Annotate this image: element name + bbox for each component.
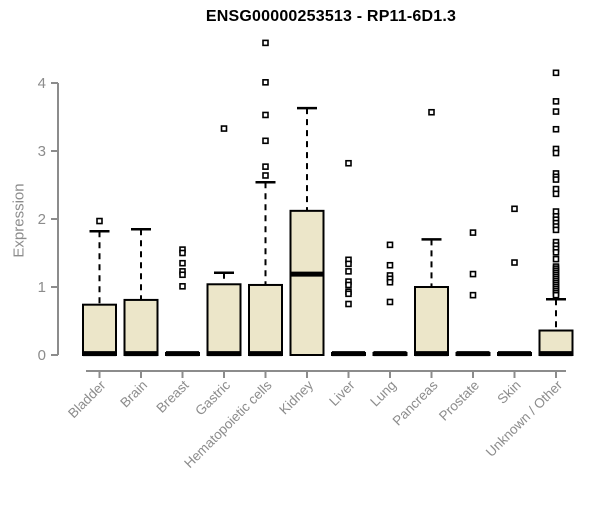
y-tick-label: 2 [38,211,46,228]
outlier-point [345,290,352,298]
outlier-point [179,283,186,290]
box-hematopoietic-cells [248,283,283,356]
outlier-point [511,205,518,213]
y-tick-label: 1 [38,279,46,296]
box-brain [123,298,159,357]
outlier-point [262,172,269,179]
x-category-label: Kidney [276,377,316,417]
outlier-point [220,125,228,132]
outlier-point [469,291,477,299]
outlier-point [386,278,394,286]
outlier-point [262,163,269,170]
outlier-point [552,291,560,299]
box-gastric [206,283,242,356]
outlier-point [552,226,560,234]
outlier-point [428,108,435,116]
outlier-point [179,249,186,257]
outlier-point [511,259,518,266]
outlier-point [345,260,352,268]
outlier-point [96,217,103,225]
outlier-point [262,111,269,119]
outlier-point [552,176,560,183]
outlier-point [179,259,186,267]
box-bladder [82,303,117,356]
outlier-point [345,281,352,289]
y-tick-label: 4 [38,75,46,92]
x-category-label: Liver [326,377,358,409]
y-tick-label: 3 [38,143,46,160]
x-category-label: Lung [367,378,399,410]
x-category-label: Skin [494,378,523,407]
outlier-point [552,125,560,133]
outlier-point [386,261,394,269]
x-category-label: Bladder [65,377,109,421]
outlier-point [552,108,560,115]
outlier-point [552,69,560,77]
y-tick-label: 0 [38,347,46,364]
outlier-point [469,270,477,278]
outlier-point [386,241,394,249]
x-category-label: Brain [117,378,150,411]
outlier-point [552,149,560,157]
chart-title: ENSG00000253513 - RP11-6D1.3 [205,8,457,25]
outlier-point [345,159,352,167]
outlier-point [552,190,560,198]
outlier-point [262,137,269,145]
x-category-label: Unknown / Other [483,377,566,460]
x-category-label: Breast [153,377,191,415]
x-category-label: Gastric [192,377,233,418]
outlier-point [345,300,352,308]
outlier-point [469,229,477,236]
box-unknown-other [538,329,574,356]
outlier-point [552,249,560,256]
x-category-label: Prostate [436,378,482,424]
box-kidney [289,209,325,356]
outlier-point [386,298,394,306]
outlier-point [262,79,269,86]
outlier-point [552,255,560,263]
x-category-label: Pancreas [390,377,441,428]
outlier-point [552,98,560,105]
outlier-point [179,271,186,279]
box-pancreas [414,286,449,356]
outlier-point [262,39,269,47]
outlier-point [345,268,352,275]
